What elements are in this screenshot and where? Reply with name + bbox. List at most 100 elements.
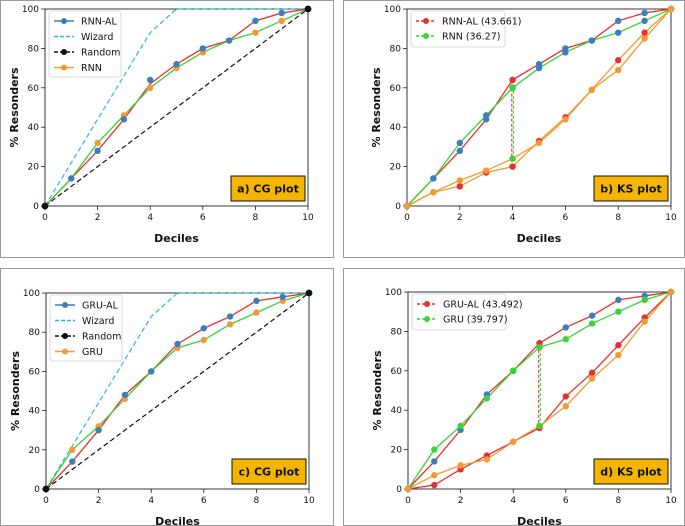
y-tick-label: 20: [391, 446, 403, 456]
wizard-line: [44, 8, 308, 207]
al-point: [174, 340, 181, 348]
legend: GRU-AL Wizard Random GRU: [49, 294, 123, 362]
x-tick-label: 8: [616, 496, 622, 506]
ks-point: [615, 296, 622, 304]
legend-marker: [61, 64, 67, 71]
x-tick-label: 8: [254, 496, 260, 506]
random-line: [44, 8, 309, 207]
base-point: [94, 139, 101, 147]
plot-area: [45, 292, 310, 490]
y-axis-label: % Resonders: [370, 67, 383, 147]
wizard-line: [45, 292, 309, 490]
ks-point: [456, 183, 463, 190]
legend-box: [49, 294, 123, 362]
ks-point: [615, 66, 622, 74]
y-axis-label: % Resonders: [9, 351, 22, 431]
al-point: [69, 458, 76, 465]
y-tick-label: 100: [384, 5, 401, 15]
ks-point: [588, 37, 595, 44]
legend-label: GRU: [82, 347, 103, 358]
al-point: [226, 313, 234, 320]
ks-point: [615, 57, 622, 64]
ks-point: [667, 288, 675, 296]
y-tick-label: 0: [34, 485, 40, 495]
y-tick-label: 40: [28, 123, 40, 133]
x-tick-label: 8: [253, 213, 259, 223]
ks-point: [588, 312, 596, 319]
ks-point: [588, 86, 595, 93]
ks-point: [510, 367, 517, 374]
y-tick-label: 60: [28, 84, 40, 94]
y-tick-label: 20: [390, 163, 402, 173]
random-line: [45, 292, 310, 490]
y-tick-label: 60: [391, 367, 403, 377]
legend-label: GRU-AL: [82, 301, 119, 312]
x-tick-label: 2: [457, 213, 463, 223]
al-point: [68, 175, 75, 182]
random-point: [304, 5, 312, 13]
ks-point: [403, 202, 411, 210]
plot-title: a) CG plot: [237, 183, 299, 196]
legend-label: GRU-AL (43.492): [443, 300, 523, 311]
x-axis-label: Deciles: [517, 515, 562, 526]
panel-border: [0, 0, 334, 258]
y-tick-label: 60: [29, 367, 41, 377]
legend-box: [411, 293, 507, 331]
x-tick-label: 10: [665, 213, 677, 223]
base-point: [252, 29, 259, 36]
ks-point: [483, 112, 490, 119]
y-tick-label: 60: [390, 84, 402, 94]
legend-label: Random: [82, 332, 121, 343]
y-tick-label: 100: [23, 289, 40, 299]
legend-label: RNN-AL (43.661): [442, 17, 522, 28]
y-tick-label: 0: [396, 485, 402, 495]
ks-point: [641, 318, 648, 325]
x-tick-label: 4: [510, 213, 516, 223]
x-tick-label: 6: [563, 496, 569, 506]
ks-point: [641, 29, 648, 36]
legend-marker: [424, 316, 430, 322]
x-tick-label: 6: [201, 496, 207, 506]
plot-area: [406, 8, 672, 207]
x-tick-label: 0: [405, 496, 411, 506]
legend-box: [410, 10, 506, 48]
al-point: [121, 391, 129, 399]
legend: RNN-AL (43.661) RNN (36.27): [410, 10, 522, 48]
random-point: [41, 202, 49, 210]
legend-label: Random: [81, 48, 120, 59]
plot-title: d) KS plot: [600, 466, 661, 479]
y-tick-label: 80: [390, 44, 402, 54]
x-tick-label: 0: [42, 213, 48, 223]
plot-title: b) KS plot: [600, 183, 661, 196]
al-point: [95, 427, 102, 434]
x-tick-label: 6: [200, 213, 206, 223]
ks-point: [588, 375, 596, 382]
ks-point: [562, 336, 569, 343]
ks-point: [641, 35, 648, 42]
x-tick-label: 0: [404, 213, 410, 223]
ks-point: [562, 403, 569, 410]
al-point: [199, 45, 206, 52]
ks-point: [535, 139, 543, 147]
plot-area: [407, 291, 672, 490]
ks-endpoint: [509, 84, 516, 92]
al-point: [94, 147, 101, 155]
legend-label: Wizard: [82, 316, 114, 327]
ks-point: [562, 49, 569, 56]
base-point: [226, 321, 234, 328]
y-tick-label: 20: [28, 163, 40, 173]
ks-point: [588, 369, 596, 376]
y-tick-label: 20: [29, 446, 41, 456]
ks-point: [667, 5, 675, 13]
x-tick-label: 10: [303, 496, 315, 506]
ks-point: [510, 438, 517, 445]
x-axis-label: Deciles: [154, 232, 199, 245]
x-tick-label: 4: [147, 213, 153, 223]
al-point: [173, 60, 180, 68]
x-tick-label: 10: [302, 213, 314, 223]
y-tick-label: 40: [390, 123, 402, 133]
